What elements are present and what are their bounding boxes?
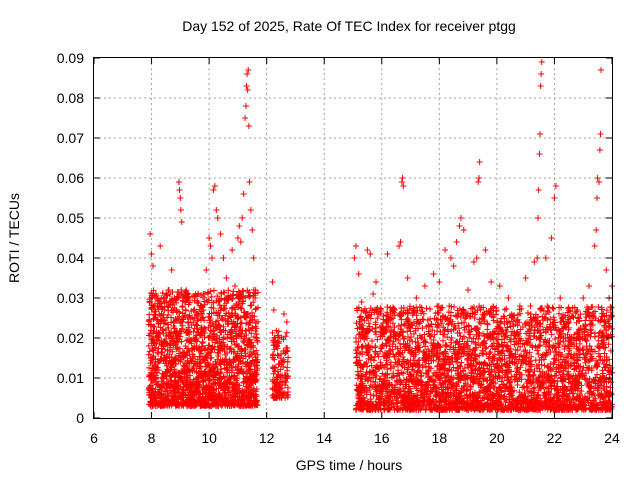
data-point — [203, 363, 210, 370]
data-point — [194, 361, 201, 368]
data-point — [171, 366, 178, 373]
data-point — [171, 380, 178, 387]
data-point — [159, 290, 166, 297]
data-point — [145, 351, 152, 358]
data-point — [155, 345, 162, 352]
data-point — [207, 288, 214, 295]
data-point — [238, 330, 245, 337]
chart-title: Day 152 of 2025, Rate Of TEC Index for r… — [182, 18, 516, 34]
data-point — [152, 344, 159, 351]
data-point — [219, 356, 226, 363]
data-point — [235, 315, 242, 322]
data-point — [209, 343, 216, 350]
data-point — [208, 354, 215, 361]
data-point — [163, 375, 170, 382]
data-point — [146, 364, 153, 371]
data-point — [162, 320, 169, 327]
data-point — [155, 350, 162, 357]
data-point — [218, 375, 225, 382]
data-point — [248, 380, 255, 387]
data-point — [194, 356, 201, 363]
data-point — [252, 327, 259, 334]
data-point — [238, 305, 245, 312]
data-point — [245, 336, 252, 343]
data-point — [227, 359, 234, 366]
data-point — [244, 370, 251, 377]
data-point — [196, 363, 203, 370]
data-point — [246, 349, 253, 356]
data-point — [191, 353, 198, 360]
data-point — [178, 338, 185, 345]
data-point — [198, 343, 205, 350]
data-point — [154, 295, 161, 302]
data-point — [180, 315, 187, 322]
data-point — [250, 299, 257, 306]
data-point — [167, 346, 174, 353]
data-point — [232, 310, 239, 317]
data-point — [237, 305, 244, 312]
data-point — [192, 336, 199, 343]
data-point — [188, 388, 195, 395]
data-point — [206, 333, 213, 340]
data-point — [207, 402, 214, 409]
data-point — [240, 379, 247, 386]
data-point — [179, 310, 186, 317]
data-point — [225, 287, 232, 294]
data-point — [208, 310, 215, 317]
data-point — [177, 383, 184, 390]
data-point — [190, 307, 197, 314]
data-point — [248, 386, 255, 393]
data-point — [149, 347, 156, 354]
data-point — [227, 400, 234, 407]
data-point — [226, 328, 233, 335]
data-point — [248, 302, 255, 309]
data-point — [233, 300, 240, 307]
data-point — [248, 330, 255, 337]
data-point — [215, 350, 222, 357]
data-point — [190, 335, 197, 342]
data-point — [242, 350, 249, 357]
data-point — [161, 306, 168, 313]
data-point — [207, 377, 214, 384]
data-point — [234, 343, 241, 350]
data-point — [222, 351, 229, 358]
data-point — [174, 345, 181, 352]
data-point — [179, 303, 186, 310]
data-point — [238, 346, 245, 353]
data-points — [145, 59, 615, 413]
data-point — [245, 326, 252, 333]
data-point — [155, 320, 162, 327]
data-point — [184, 401, 191, 408]
data-point — [146, 311, 153, 318]
data-point — [208, 293, 215, 300]
data-point — [145, 342, 152, 349]
data-point — [154, 332, 161, 339]
data-point — [205, 324, 212, 331]
data-point — [231, 341, 238, 348]
data-point — [210, 299, 217, 306]
data-point — [182, 386, 189, 393]
data-point — [222, 312, 229, 319]
data-point — [147, 321, 154, 328]
data-point — [163, 298, 170, 305]
data-point — [148, 357, 155, 364]
data-point — [189, 368, 196, 375]
data-point — [227, 314, 234, 321]
data-point — [253, 347, 260, 354]
